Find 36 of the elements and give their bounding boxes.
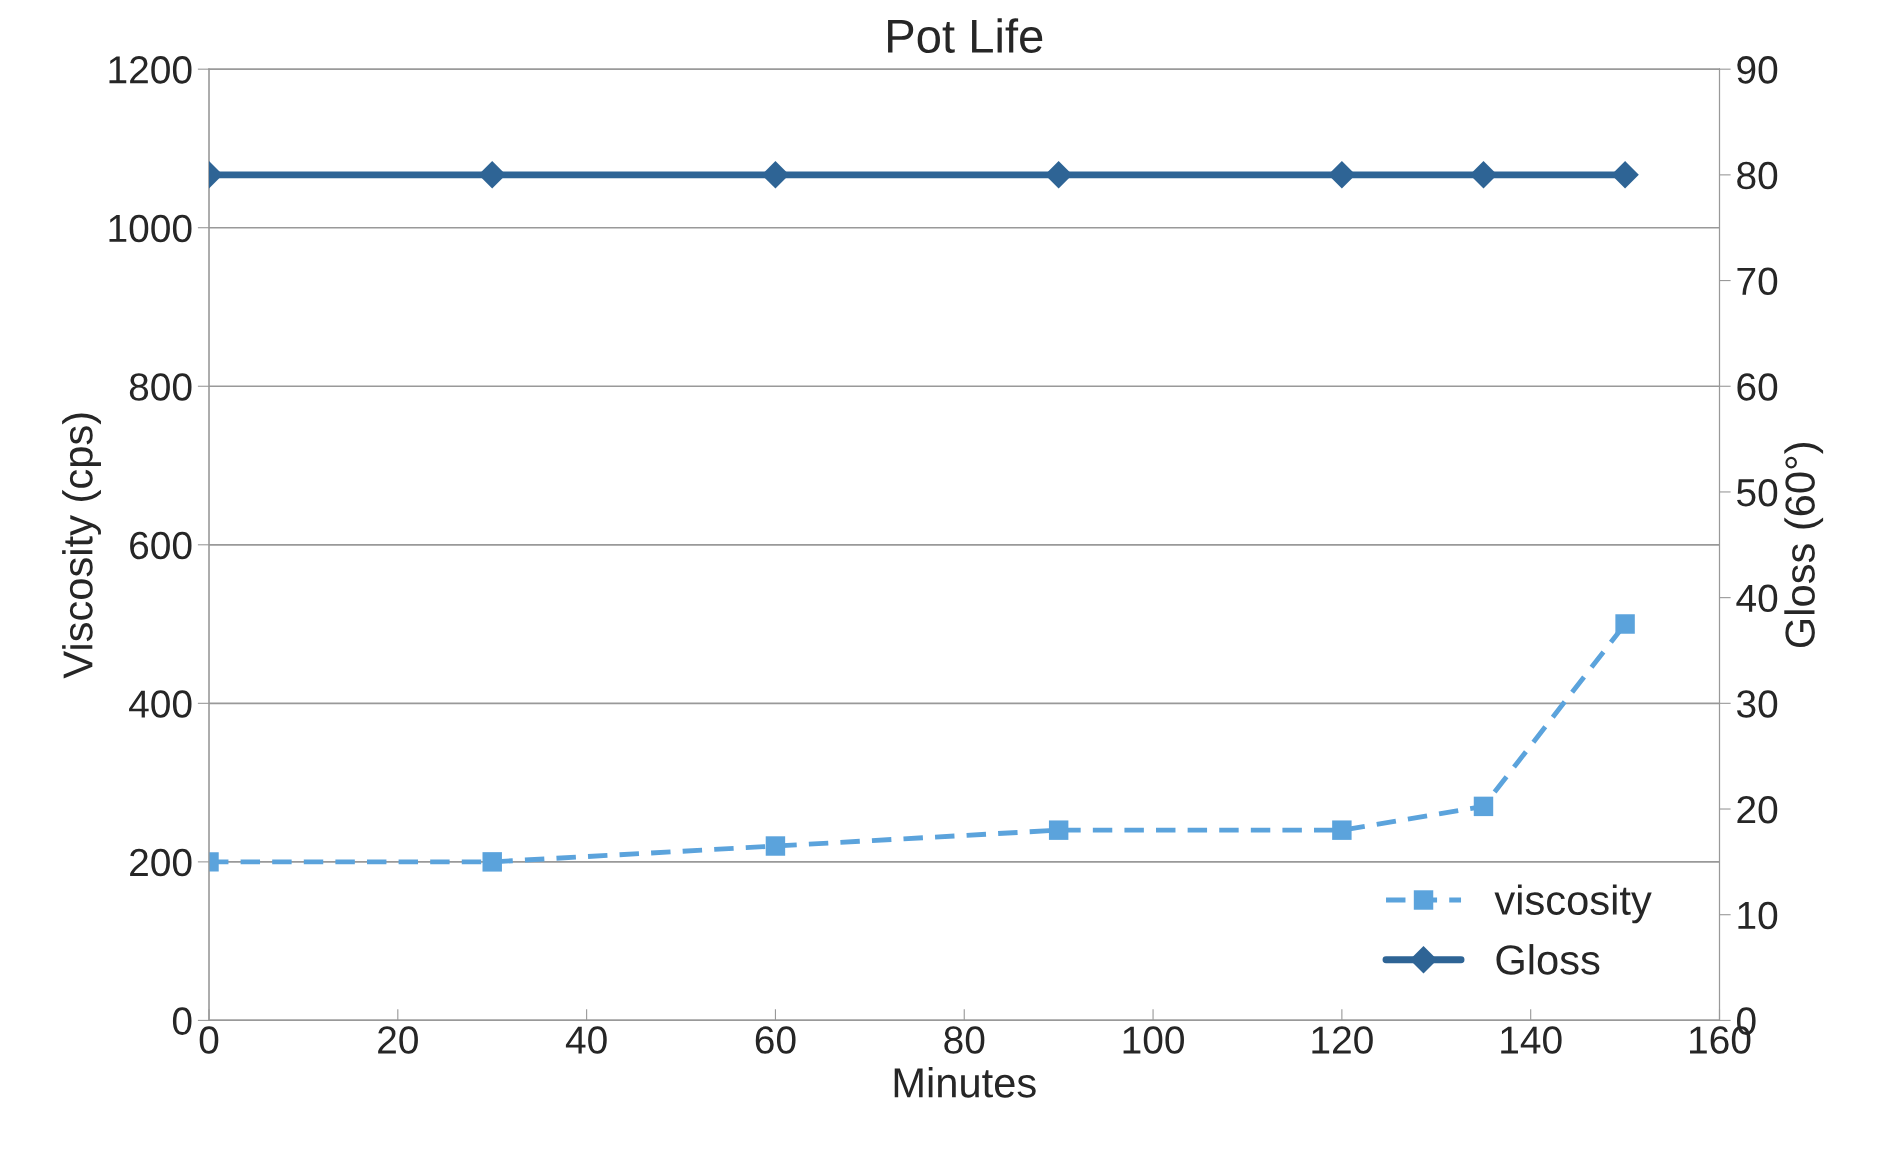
x-tick-label: 120 <box>1312 1026 1373 1054</box>
y2-tick-label: 60 <box>1737 373 1778 401</box>
y-tick-label: 400 <box>129 690 192 718</box>
y2-tick-label: 70 <box>1737 267 1778 296</box>
y2-tick-label: 10 <box>1738 901 1778 930</box>
x-tick-label: 0 <box>199 1026 219 1054</box>
chart-title: Pot Life <box>888 18 1043 53</box>
y-tick-label: 800 <box>129 373 192 401</box>
x-tick-label: 100 <box>1123 1026 1184 1054</box>
legend-label: Gloss <box>1496 944 1600 975</box>
point <box>1048 820 1069 840</box>
point <box>1332 820 1352 840</box>
y-tick-label: 200 <box>130 848 192 877</box>
y2-tick-label: 90 <box>1737 56 1778 84</box>
y2-tick-label: 20 <box>1737 795 1778 824</box>
point <box>765 836 786 856</box>
x-tick-label: 140 <box>1501 1026 1562 1054</box>
y2-axis-title: Gloss (60°) <box>1784 442 1824 648</box>
y2-tick-label: 80 <box>1737 161 1778 190</box>
x-tick-label: 80 <box>944 1026 985 1054</box>
x-tick-label: 60 <box>755 1026 796 1054</box>
y2-tick-label: 50 <box>1737 478 1778 507</box>
point <box>1473 796 1494 817</box>
y-axis-title: Viscosity (cps) <box>62 413 101 679</box>
x-axis-title: Minutes <box>894 1067 1036 1098</box>
point <box>482 852 502 872</box>
y2-tick-label: 40 <box>1736 584 1778 613</box>
x-tick-label: 20 <box>378 1026 418 1054</box>
y-tick-label: 0 <box>172 1007 192 1035</box>
y-tick-label: 1200 <box>109 56 192 84</box>
y-tick-label: 600 <box>130 531 192 560</box>
y-tick-label: 1000 <box>109 214 192 243</box>
point <box>1615 614 1635 634</box>
x-tick-label: 40 <box>565 1026 607 1054</box>
y2-tick-label: 30 <box>1736 690 1778 718</box>
legend-label: viscosity <box>1494 884 1652 924</box>
